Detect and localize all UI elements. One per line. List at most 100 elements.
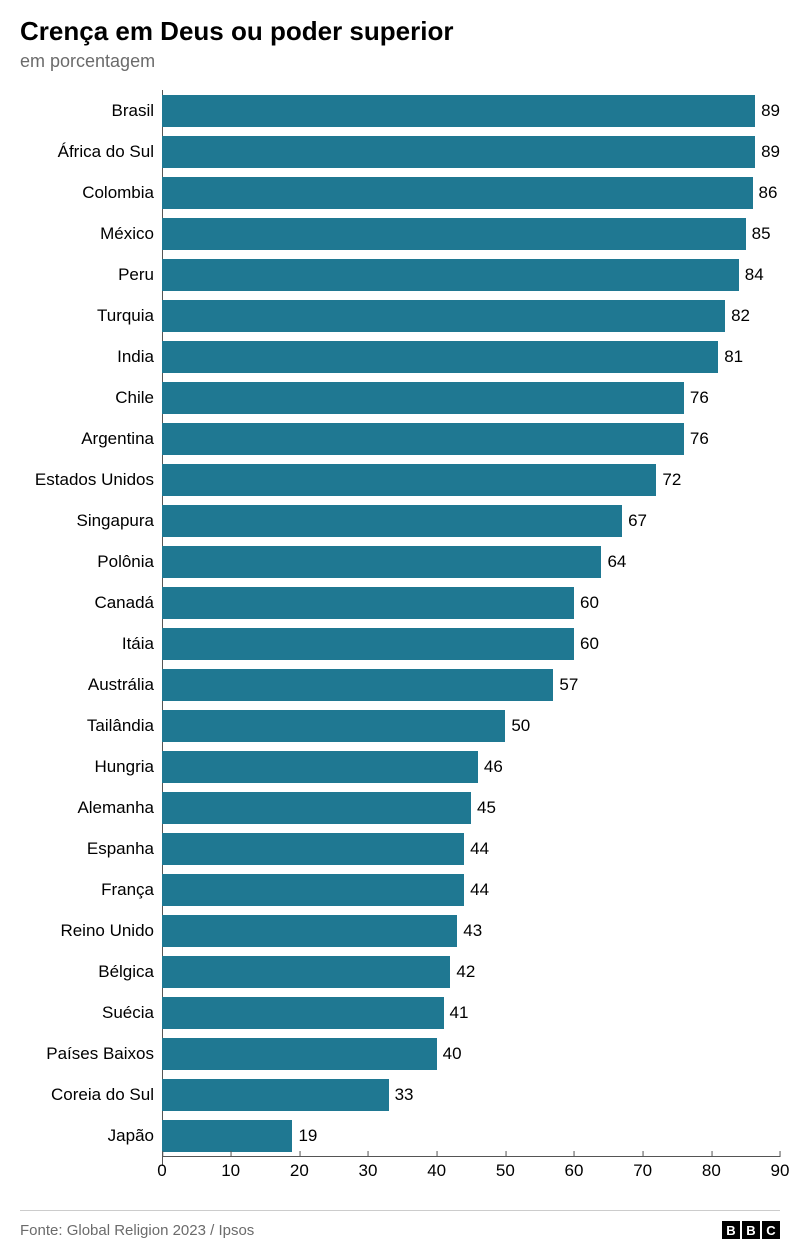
- bar-label: Coreia do Sul: [20, 1085, 162, 1105]
- bar-row: Estados Unidos72: [20, 459, 780, 500]
- chart-footer: Fonte: Global Religion 2023 / Ipsos BBC: [20, 1210, 780, 1239]
- bar-row: Suécia41: [20, 992, 780, 1033]
- bar-value: 33: [395, 1085, 414, 1105]
- bar: [162, 710, 505, 742]
- bar-value: 64: [607, 552, 626, 572]
- bar-label: Argentina: [20, 429, 162, 449]
- bbc-logo: BBC: [722, 1221, 780, 1239]
- bar-track: 85: [162, 213, 780, 254]
- bar: [162, 628, 574, 660]
- bar-label: Países Baixos: [20, 1044, 162, 1064]
- bar-track: 72: [162, 459, 780, 500]
- chart-subtitle: em porcentagem: [20, 51, 780, 72]
- bar-label: Espanha: [20, 839, 162, 859]
- bar-label: Japão: [20, 1126, 162, 1146]
- bar-track: 41: [162, 992, 780, 1033]
- bar-value: 43: [463, 921, 482, 941]
- bar-row: Argentina 76: [20, 418, 780, 459]
- bar-label: Peru: [20, 265, 162, 285]
- x-axis: 0102030405060708090: [162, 1156, 780, 1186]
- bar: [162, 95, 755, 127]
- bar-value: 76: [690, 388, 709, 408]
- bar-track: 50: [162, 705, 780, 746]
- bar-row: Bélgica42: [20, 951, 780, 992]
- bar: [162, 915, 457, 947]
- bar-label: Brasil: [20, 101, 162, 121]
- bar-row: Austrália57: [20, 664, 780, 705]
- x-tick: 30: [359, 1157, 378, 1181]
- bar: [162, 546, 601, 578]
- bar-row: Tailândia50: [20, 705, 780, 746]
- bar-value: 44: [470, 839, 489, 859]
- bar-row: Coreia do Sul 33: [20, 1074, 780, 1115]
- bar-row: África do Sul89: [20, 131, 780, 172]
- bar: [162, 300, 725, 332]
- bar-value: 44: [470, 880, 489, 900]
- bar-row: França44: [20, 869, 780, 910]
- bar-track: 89: [162, 131, 780, 172]
- bar-label: Reino Unido: [20, 921, 162, 941]
- bar-value: 89: [761, 101, 780, 121]
- bar-track: 19: [162, 1115, 780, 1156]
- bar-row: Hungria46: [20, 746, 780, 787]
- x-tick: 90: [771, 1157, 790, 1181]
- bar: [162, 382, 684, 414]
- bar-value: 67: [628, 511, 647, 531]
- bar: [162, 464, 656, 496]
- bar-track: 40: [162, 1033, 780, 1074]
- bar-track: 45: [162, 787, 780, 828]
- bar-value: 76: [690, 429, 709, 449]
- bar: [162, 505, 622, 537]
- bar-label: Estados Unidos: [20, 470, 162, 490]
- x-tick: 80: [702, 1157, 721, 1181]
- bar-label: Hungria: [20, 757, 162, 777]
- bar-label: África do Sul: [20, 142, 162, 162]
- bar-value: 40: [443, 1044, 462, 1064]
- bar-track: 82: [162, 295, 780, 336]
- bar-label: Itáia: [20, 634, 162, 654]
- bar: [162, 1079, 389, 1111]
- bar-value: 60: [580, 593, 599, 613]
- bar-track: 44: [162, 869, 780, 910]
- x-tick: 70: [633, 1157, 652, 1181]
- bar-row: Turquia82: [20, 295, 780, 336]
- bar-value: 82: [731, 306, 750, 326]
- logo-box: B: [742, 1221, 760, 1239]
- bar: [162, 874, 464, 906]
- bar-row: India81: [20, 336, 780, 377]
- bar: [162, 669, 553, 701]
- bar: [162, 997, 444, 1029]
- bar-track: 64: [162, 541, 780, 582]
- bar-row: Reino Unido 43: [20, 910, 780, 951]
- bar: [162, 1038, 437, 1070]
- x-tick: 40: [427, 1157, 446, 1181]
- x-tick: 60: [565, 1157, 584, 1181]
- x-tick: 10: [221, 1157, 240, 1181]
- bar: [162, 587, 574, 619]
- bar: [162, 751, 478, 783]
- bar-row: Canadá60: [20, 582, 780, 623]
- bar-label: México: [20, 224, 162, 244]
- bar-label: India: [20, 347, 162, 367]
- chart-title: Crença em Deus ou poder superior: [20, 16, 780, 47]
- bar-track: 42: [162, 951, 780, 992]
- bar-label: Suécia: [20, 1003, 162, 1023]
- bar-row: Polônia64: [20, 541, 780, 582]
- bar-value: 85: [752, 224, 771, 244]
- bar-track: 86: [162, 172, 780, 213]
- bar-label: Chile: [20, 388, 162, 408]
- bar-value: 86: [759, 183, 778, 203]
- bar-row: Itáia60: [20, 623, 780, 664]
- bar: [162, 792, 471, 824]
- bar: [162, 956, 450, 988]
- bar-value: 42: [456, 962, 475, 982]
- logo-box: C: [762, 1221, 780, 1239]
- bar-track: 81: [162, 336, 780, 377]
- bar-track: 60: [162, 582, 780, 623]
- bar-row: Singapura67: [20, 500, 780, 541]
- bar-track: 76: [162, 377, 780, 418]
- bar-row: Chile 76: [20, 377, 780, 418]
- bar: [162, 136, 755, 168]
- bar-value: 57: [559, 675, 578, 695]
- bar-row: Alemanha45: [20, 787, 780, 828]
